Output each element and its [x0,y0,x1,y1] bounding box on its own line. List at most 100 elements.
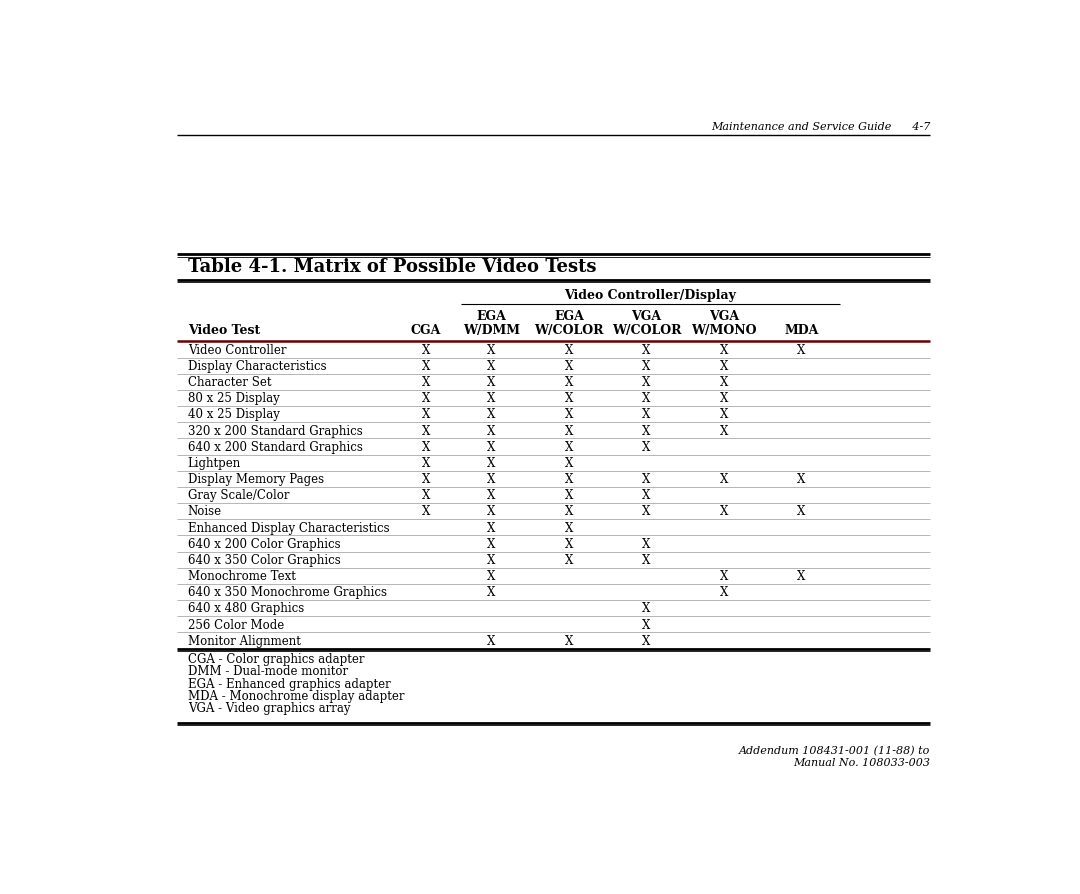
Text: X: X [421,457,430,470]
Text: X: X [421,505,430,519]
Text: W/MONO: W/MONO [691,325,757,337]
Text: Monitor Alignment: Monitor Alignment [188,635,300,648]
Text: X: X [565,392,573,405]
Text: Addendum 108431-001 (11-88) to: Addendum 108431-001 (11-88) to [739,746,930,756]
Text: X: X [421,392,430,405]
Text: X: X [565,521,573,535]
Text: X: X [719,392,728,405]
Text: X: X [421,425,430,437]
Text: X: X [797,570,806,583]
Text: X: X [487,570,496,583]
Text: X: X [797,343,806,357]
Text: X: X [719,409,728,421]
Text: VGA - Video graphics array: VGA - Video graphics array [188,702,350,715]
Text: VGA: VGA [708,310,739,324]
Text: Table 4-1. Matrix of Possible Video Tests: Table 4-1. Matrix of Possible Video Test… [188,257,596,275]
Text: DMM - Dual-mode monitor: DMM - Dual-mode monitor [188,665,348,679]
Text: 40 x 25 Display: 40 x 25 Display [188,409,280,421]
Text: X: X [643,538,650,551]
Text: 640 x 350 Color Graphics: 640 x 350 Color Graphics [188,554,340,567]
Text: EGA - Enhanced graphics adapter: EGA - Enhanced graphics adapter [188,678,391,690]
Text: X: X [487,505,496,519]
Text: X: X [487,409,496,421]
Text: X: X [487,473,496,486]
Text: CGA - Color graphics adapter: CGA - Color graphics adapter [188,653,364,666]
Text: X: X [421,489,430,502]
Text: X: X [565,441,573,454]
Text: X: X [421,441,430,454]
Text: X: X [643,554,650,567]
Text: X: X [487,343,496,357]
Text: X: X [565,360,573,373]
Text: 80 x 25 Display: 80 x 25 Display [188,392,280,405]
Text: 640 x 200 Standard Graphics: 640 x 200 Standard Graphics [188,441,363,454]
Text: W/DMM: W/DMM [463,325,519,337]
Text: VGA: VGA [632,310,662,324]
Text: X: X [797,473,806,486]
Text: 320 x 200 Standard Graphics: 320 x 200 Standard Graphics [188,425,363,437]
Text: X: X [643,392,650,405]
Text: X: X [565,425,573,437]
Text: W/COLOR: W/COLOR [535,325,604,337]
Text: 640 x 350 Monochrome Graphics: 640 x 350 Monochrome Graphics [188,586,387,599]
Text: X: X [797,505,806,519]
Text: MDA: MDA [784,325,819,337]
Text: Maintenance and Service Guide      4-7: Maintenance and Service Guide 4-7 [711,122,930,132]
Text: X: X [643,619,650,631]
Text: EGA: EGA [476,310,507,324]
Text: X: X [565,409,573,421]
Text: X: X [719,425,728,437]
Text: X: X [487,457,496,470]
Text: Monochrome Text: Monochrome Text [188,570,296,583]
Text: X: X [643,425,650,437]
Text: X: X [565,635,573,648]
Text: X: X [487,538,496,551]
Text: X: X [719,376,728,389]
Text: Display Characteristics: Display Characteristics [188,360,326,373]
Text: 256 Color Mode: 256 Color Mode [188,619,284,631]
Text: X: X [421,409,430,421]
Text: X: X [643,505,650,519]
Text: X: X [643,603,650,615]
Text: X: X [719,570,728,583]
Text: X: X [719,343,728,357]
Text: Character Set: Character Set [188,376,271,389]
Text: X: X [487,635,496,648]
Text: X: X [487,360,496,373]
Text: X: X [643,376,650,389]
Text: X: X [643,360,650,373]
Text: Manual No. 108033-003: Manual No. 108033-003 [793,758,930,768]
Text: X: X [565,473,573,486]
Text: 640 x 200 Color Graphics: 640 x 200 Color Graphics [188,538,340,551]
Text: X: X [565,538,573,551]
Text: X: X [565,505,573,519]
Text: Gray Scale/Color: Gray Scale/Color [188,489,289,502]
Text: X: X [565,489,573,502]
Text: X: X [643,489,650,502]
Text: X: X [643,635,650,648]
Text: X: X [719,360,728,373]
Text: X: X [719,505,728,519]
Text: X: X [487,425,496,437]
Text: X: X [643,343,650,357]
Text: X: X [487,489,496,502]
Text: EGA: EGA [554,310,584,324]
Text: X: X [421,360,430,373]
Text: Display Memory Pages: Display Memory Pages [188,473,324,486]
Text: X: X [487,554,496,567]
Text: CGA: CGA [410,325,441,337]
Text: X: X [487,521,496,535]
Text: Video Test: Video Test [188,325,260,337]
Text: Noise: Noise [188,505,221,519]
Text: X: X [565,376,573,389]
Text: X: X [565,343,573,357]
Text: X: X [487,586,496,599]
Text: X: X [421,376,430,389]
Text: X: X [565,457,573,470]
Text: X: X [643,409,650,421]
Text: X: X [421,473,430,486]
Text: Video Controller/Display: Video Controller/Display [565,289,737,301]
Text: X: X [487,441,496,454]
Text: X: X [719,473,728,486]
Text: MDA - Monochrome display adapter: MDA - Monochrome display adapter [188,690,404,703]
